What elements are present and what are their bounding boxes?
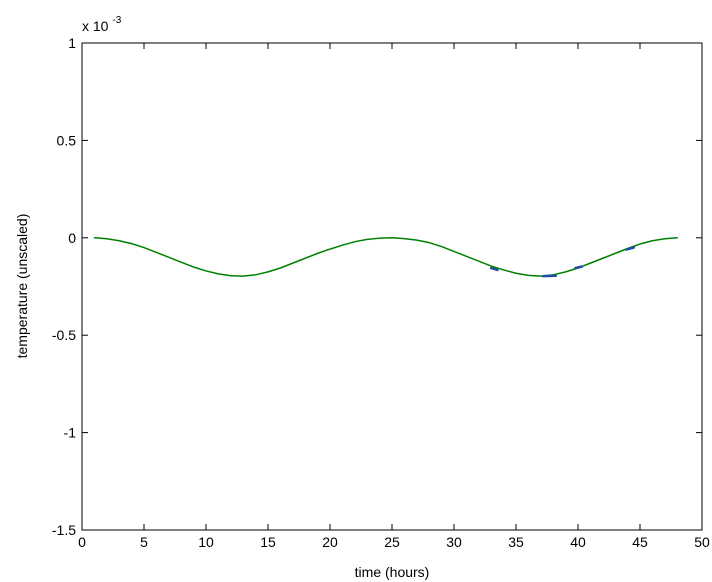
y-tick-label: -1.5 — [52, 522, 76, 538]
x-tick-label: 15 — [260, 534, 276, 550]
y-multiplier-exponent: -3 — [112, 15, 121, 26]
x-tick-label: 20 — [322, 534, 338, 550]
x-tick-label: 45 — [632, 534, 648, 550]
series-segment — [489, 266, 499, 272]
x-axis-label: time (hours) — [355, 564, 430, 580]
x-tick-label: 5 — [140, 534, 148, 550]
series-segment — [574, 265, 583, 270]
y-ticks: -1.5 -1 -0.5 0 0.5 1 — [52, 35, 702, 538]
y-multiplier-label: x 10 -3 — [82, 15, 122, 34]
x-tick-label: 30 — [446, 534, 462, 550]
x-tick-label: 25 — [384, 534, 400, 550]
x-tick-label: 40 — [570, 534, 586, 550]
x-tick-label: 50 — [694, 534, 710, 550]
series-layer — [93, 237, 678, 278]
y-tick-label: -0.5 — [52, 327, 76, 343]
y-tick-label: -1 — [64, 425, 77, 441]
y-axis-label: temperature (unscaled) — [14, 214, 30, 359]
y-tick-label: 0 — [68, 230, 76, 246]
y-multiplier-base: x 10 — [82, 18, 109, 34]
plot-area — [81, 42, 703, 531]
x-tick-label: 0 — [78, 534, 86, 550]
x-tick-label: 10 — [198, 534, 214, 550]
y-tick-label: 0.5 — [57, 132, 77, 148]
y-tick-label: 1 — [68, 35, 76, 51]
x-ticks: 0 5 10 15 20 25 30 35 40 45 50 — [78, 43, 710, 550]
x-tick-label: 35 — [508, 534, 524, 550]
series-segment — [625, 246, 636, 251]
